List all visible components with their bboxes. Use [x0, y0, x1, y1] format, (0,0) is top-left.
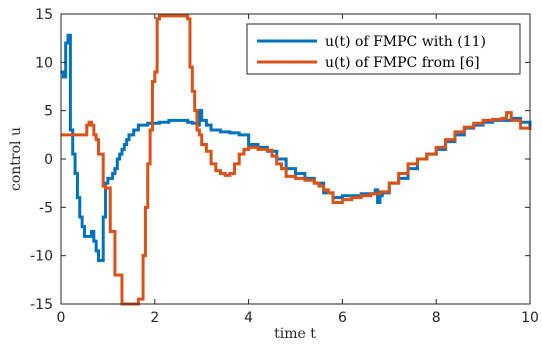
y-tick-label: -5: [39, 200, 53, 216]
x-tick-label: 6: [338, 310, 347, 326]
legend-box: [246, 23, 521, 75]
y-tick-label: -10: [30, 249, 53, 265]
x-axis-label: time t: [274, 326, 316, 342]
tick-labels-layer: 0 2 4 6 8 10 15 10 5 0 -5 -10 -15: [30, 7, 539, 326]
x-tick-label: 0: [57, 310, 66, 326]
x-tick-label: 4: [244, 310, 253, 326]
legend-label-fmpc-11: u(t) of FMPC with (11): [325, 34, 486, 50]
y-tick-label: 5: [44, 104, 53, 120]
y-axis-label: control u: [8, 127, 24, 191]
y-tick-label: 0: [44, 152, 53, 168]
y-tick-label: -15: [30, 297, 53, 313]
y-tick-label: 15: [35, 7, 53, 23]
x-tick-label: 2: [150, 310, 159, 326]
series-layer: [61, 14, 532, 306]
x-tick-label: 8: [432, 310, 441, 326]
legend-label-fmpc-6: u(t) of FMPC from [6]: [325, 55, 480, 71]
y-tick-label: 10: [35, 55, 53, 71]
x-tick-label: 10: [521, 310, 539, 326]
legend: u(t) of FMPC with (11) u(t) of FMPC from…: [246, 23, 521, 75]
series-line-fmpc-6: [61, 14, 532, 306]
ticks-layer: [60, 13, 531, 305]
